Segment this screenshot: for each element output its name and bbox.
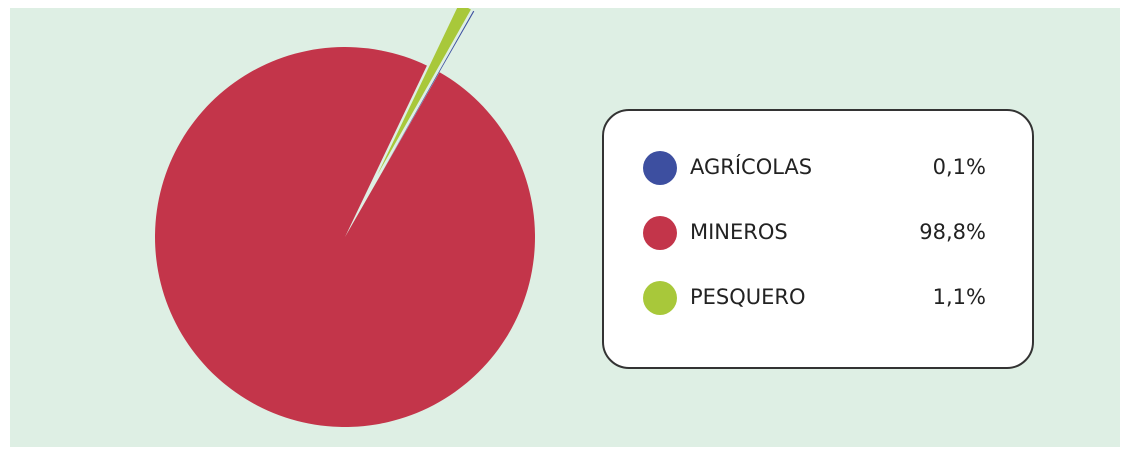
legend-value: 1,1%	[933, 285, 986, 309]
pie-slice	[379, 10, 475, 177]
legend-label: AGRÍCOLAS	[690, 154, 812, 179]
pie-slice	[155, 47, 536, 428]
legend-label: PESQUERO	[690, 285, 806, 309]
legend-value: 0,1%	[933, 155, 986, 179]
legend-box	[602, 109, 1034, 369]
pie-slice	[377, 8, 471, 175]
legend: AGRÍCOLAS 0,1% MINEROS 98,8% PESQUERO 1,1%	[643, 151, 986, 315]
legend-label: MINEROS	[690, 220, 788, 244]
legend-value: 98,8%	[919, 220, 986, 244]
pie	[155, 8, 536, 428]
legend-swatch	[643, 216, 677, 250]
legend-swatch	[643, 151, 677, 185]
legend-swatch	[643, 281, 677, 315]
